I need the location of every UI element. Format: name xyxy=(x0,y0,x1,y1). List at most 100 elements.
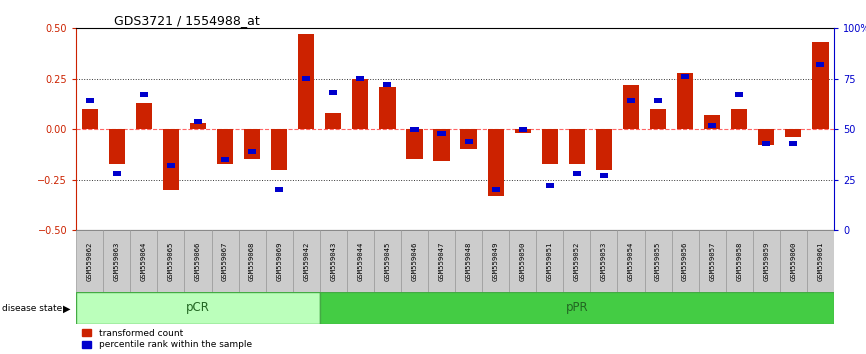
Text: ▶: ▶ xyxy=(63,304,71,314)
Bar xyxy=(464,139,473,144)
Bar xyxy=(627,98,635,103)
Bar xyxy=(320,292,834,324)
Bar xyxy=(221,157,229,162)
Text: GSM559044: GSM559044 xyxy=(358,241,364,281)
Bar xyxy=(346,230,374,292)
Text: GSM559061: GSM559061 xyxy=(818,241,824,281)
Bar xyxy=(672,230,699,292)
Bar xyxy=(654,98,662,103)
Bar xyxy=(677,73,694,129)
Bar xyxy=(812,42,829,129)
Bar xyxy=(514,129,531,133)
Bar xyxy=(194,119,202,124)
Bar xyxy=(644,230,672,292)
Bar xyxy=(211,230,238,292)
Bar xyxy=(785,129,802,137)
Text: GSM559049: GSM559049 xyxy=(493,241,499,281)
Bar xyxy=(542,129,558,164)
Bar xyxy=(184,230,211,292)
Bar xyxy=(103,230,130,292)
Bar xyxy=(704,115,721,129)
Bar xyxy=(735,92,743,97)
Bar xyxy=(428,230,456,292)
Text: disease state: disease state xyxy=(2,304,62,313)
Text: GSM559062: GSM559062 xyxy=(87,241,93,281)
Text: GSM559059: GSM559059 xyxy=(763,241,769,281)
Bar xyxy=(76,230,103,292)
Bar xyxy=(433,129,449,161)
Bar xyxy=(167,163,175,168)
Text: GSM559055: GSM559055 xyxy=(655,241,661,281)
Text: GSM559058: GSM559058 xyxy=(736,241,742,281)
Bar xyxy=(789,141,798,146)
Legend: transformed count, percentile rank within the sample: transformed count, percentile rank withi… xyxy=(82,329,252,349)
Bar xyxy=(650,109,666,129)
Bar xyxy=(302,76,310,81)
Bar xyxy=(437,131,446,136)
Bar xyxy=(81,109,98,129)
Bar xyxy=(266,230,293,292)
Bar xyxy=(326,113,341,129)
Bar xyxy=(726,230,753,292)
Text: GSM559048: GSM559048 xyxy=(466,241,472,281)
Bar xyxy=(248,149,256,154)
Text: GSM559067: GSM559067 xyxy=(222,241,228,281)
Text: GSM559052: GSM559052 xyxy=(574,241,580,281)
Bar xyxy=(113,171,121,176)
Bar xyxy=(163,129,179,190)
Text: GSM559053: GSM559053 xyxy=(601,241,607,281)
Text: GSM559069: GSM559069 xyxy=(276,241,282,281)
Bar xyxy=(130,230,158,292)
Bar xyxy=(158,230,184,292)
Bar xyxy=(623,85,639,129)
Bar xyxy=(519,127,527,132)
Bar xyxy=(461,129,476,149)
Bar xyxy=(374,230,401,292)
Bar xyxy=(275,187,283,192)
Text: GSM559050: GSM559050 xyxy=(520,241,526,281)
Bar xyxy=(139,92,148,97)
Bar xyxy=(384,82,391,87)
Text: GSM559046: GSM559046 xyxy=(411,241,417,281)
Text: GSM559068: GSM559068 xyxy=(249,241,255,281)
Bar xyxy=(759,129,774,145)
Text: GDS3721 / 1554988_at: GDS3721 / 1554988_at xyxy=(114,14,260,27)
Bar xyxy=(356,76,365,81)
Bar xyxy=(136,103,152,129)
Bar xyxy=(699,230,726,292)
Bar xyxy=(482,230,509,292)
Bar xyxy=(708,122,716,128)
Text: pPR: pPR xyxy=(565,302,588,314)
Text: GSM559063: GSM559063 xyxy=(113,241,120,281)
Bar xyxy=(271,129,288,170)
Text: GSM559043: GSM559043 xyxy=(330,241,336,281)
Text: GSM559047: GSM559047 xyxy=(438,241,444,281)
Bar xyxy=(293,230,320,292)
Bar xyxy=(617,230,644,292)
Bar xyxy=(379,87,396,129)
Bar xyxy=(320,230,346,292)
Bar xyxy=(731,109,747,129)
Bar xyxy=(807,230,834,292)
Bar xyxy=(492,187,500,192)
Bar xyxy=(779,230,807,292)
Bar xyxy=(753,230,779,292)
Bar xyxy=(190,123,206,129)
Text: GSM559051: GSM559051 xyxy=(546,241,553,281)
Bar xyxy=(536,230,563,292)
Bar xyxy=(596,129,612,170)
Text: GSM559064: GSM559064 xyxy=(141,241,147,281)
Text: GSM559066: GSM559066 xyxy=(195,241,201,281)
Text: GSM559045: GSM559045 xyxy=(385,241,391,281)
Bar xyxy=(76,292,320,324)
Bar xyxy=(591,230,617,292)
Text: GSM559065: GSM559065 xyxy=(168,241,174,281)
Text: GSM559056: GSM559056 xyxy=(682,241,688,281)
Bar xyxy=(238,230,266,292)
Bar xyxy=(216,129,233,164)
Bar xyxy=(456,230,482,292)
Text: pCR: pCR xyxy=(186,302,210,314)
Bar xyxy=(546,183,554,188)
Bar xyxy=(86,98,94,103)
Text: GSM559060: GSM559060 xyxy=(791,241,797,281)
